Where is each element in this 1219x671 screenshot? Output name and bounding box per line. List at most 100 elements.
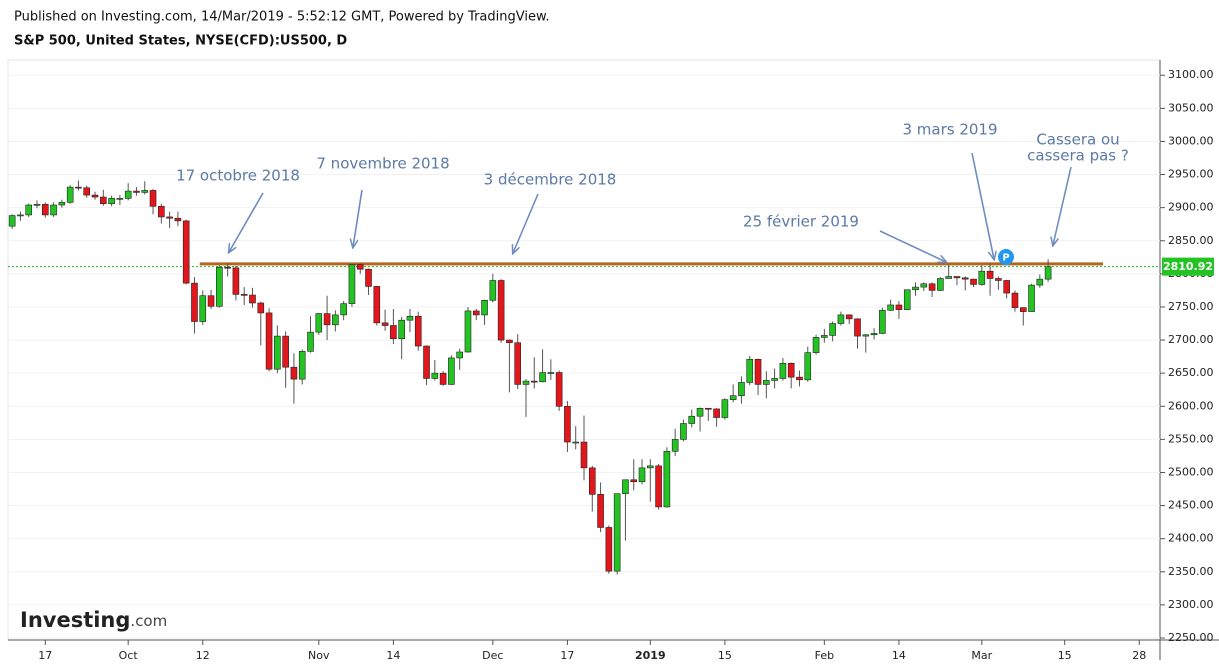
candle-body <box>191 282 198 322</box>
candle-body <box>66 186 74 203</box>
y-tick-label: 3050.00 <box>1168 101 1214 114</box>
candle-body <box>133 190 140 193</box>
annotation: Cassera ou <box>1036 131 1119 149</box>
candle-body <box>8 215 16 227</box>
candle-body <box>796 376 803 381</box>
candle-body <box>481 300 488 316</box>
candle-body <box>456 351 463 359</box>
candle-body <box>705 407 712 410</box>
candle-body <box>746 358 754 383</box>
candle-body <box>945 276 952 279</box>
x-tick-label: 17 <box>38 649 52 662</box>
candle-body <box>166 216 173 219</box>
header: Published on Investing.com, 14/Mar/2019 … <box>14 10 550 25</box>
y-tick-label: 2900.00 <box>1168 201 1214 214</box>
candle-body <box>588 467 596 495</box>
candle-body <box>414 315 422 347</box>
candle-body <box>812 337 820 353</box>
candle-body <box>390 325 397 340</box>
candle-body <box>870 333 878 336</box>
candle-body <box>423 345 430 379</box>
candle-body <box>763 380 770 385</box>
y-tick-label: 2300.00 <box>1168 598 1214 611</box>
x-tick-label: 14 <box>892 649 906 662</box>
candle-body <box>497 280 505 341</box>
logo-main: Investing <box>20 608 130 632</box>
annotation: cassera pas ? <box>1027 147 1129 165</box>
candle-body <box>199 295 207 322</box>
candle-body <box>696 407 704 417</box>
logo: Investing.com <box>20 608 167 632</box>
event-marker <box>998 249 1014 265</box>
annotation: 25 février 2019 <box>743 213 859 231</box>
candle-body <box>804 352 812 381</box>
candle-body <box>663 451 671 508</box>
candle-body <box>721 399 729 418</box>
candle-body <box>265 312 273 370</box>
candle-body <box>290 366 298 380</box>
candle-body <box>158 206 165 218</box>
candle-body <box>33 204 41 206</box>
candle-body <box>564 405 571 443</box>
candle-body <box>647 465 654 469</box>
y-tick-label: 3000.00 <box>1168 134 1214 147</box>
candle-body <box>1019 307 1027 312</box>
candle-body <box>216 266 223 307</box>
candle-body <box>895 304 903 310</box>
candle-body <box>754 358 762 385</box>
annotation: 3 décembre 2018 <box>484 171 617 189</box>
candle-body <box>845 314 853 320</box>
y-tick-label: 2550.00 <box>1168 432 1214 445</box>
candle-body <box>713 408 720 418</box>
candle-body <box>530 380 538 383</box>
x-tick-label: 17 <box>560 649 574 662</box>
annotation-arrow <box>353 189 363 247</box>
y-tick-label: 2500.00 <box>1168 465 1214 478</box>
annotation-arrow <box>971 152 994 259</box>
candle-body <box>613 493 621 572</box>
candle-body <box>373 286 381 324</box>
y-tick-label: 2400.00 <box>1168 532 1214 545</box>
candle-body <box>240 294 248 296</box>
candle-body <box>340 303 347 316</box>
candle-body <box>232 267 240 295</box>
candle-body <box>207 295 215 307</box>
x-tick-label: Feb <box>815 649 834 662</box>
candle-body <box>224 266 231 269</box>
candle-body <box>953 276 961 279</box>
candle-body <box>249 294 256 304</box>
candle-body <box>605 527 613 572</box>
candle-body <box>141 190 149 193</box>
candle-body <box>1011 292 1019 308</box>
candle-body <box>655 465 662 508</box>
candle-body <box>298 351 306 380</box>
candle-body <box>862 334 870 337</box>
candle-body <box>903 289 911 310</box>
candle-body <box>257 302 265 314</box>
candle-body <box>83 187 91 196</box>
candle-body <box>1044 266 1052 280</box>
candle-body <box>406 315 414 321</box>
candle-body <box>729 395 737 400</box>
x-tick-label: Mar <box>971 649 992 662</box>
candle-body <box>630 479 638 483</box>
y-tick-label: 2850.00 <box>1168 234 1214 247</box>
candle-body <box>821 335 828 338</box>
candle-body <box>274 335 281 370</box>
x-tick-label: 14 <box>386 649 400 662</box>
candle-body <box>779 362 787 379</box>
candle-body <box>315 313 323 333</box>
candle-body <box>522 380 530 385</box>
candle-body <box>108 198 115 204</box>
candle-body <box>920 283 928 288</box>
y-tick-label: 2650.00 <box>1168 366 1214 379</box>
candle-body <box>539 372 546 383</box>
candle-body <box>854 318 861 337</box>
x-tick-label: 28 <box>1132 649 1146 662</box>
candle-body <box>547 372 555 374</box>
candle-body <box>472 310 480 316</box>
event-marker-label: P <box>1002 253 1009 264</box>
candle-body <box>116 198 124 200</box>
candle-body <box>323 313 331 326</box>
candle-body <box>638 467 646 483</box>
